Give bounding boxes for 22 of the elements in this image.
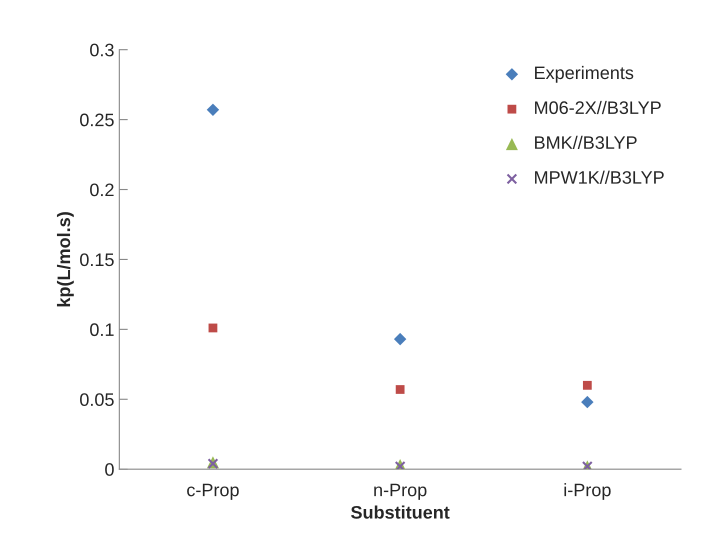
y-axis-title: kp(L/mol.s): [56, 212, 74, 306]
point: [394, 332, 406, 346]
y-tick-label: 0.2: [90, 183, 114, 196]
y-tick-label: 0.05: [80, 393, 114, 406]
y-tick-label: 0.1: [90, 323, 114, 336]
legend-label: Experiments: [535, 66, 634, 83]
legend-label: M06-2X//B3LYP: [535, 100, 661, 114]
x-tick-label: i-Prop: [564, 483, 611, 500]
point: [208, 324, 218, 332]
point: [582, 380, 592, 390]
y-tick-label: 0.25: [80, 114, 114, 126]
y-tick-label: 0: [105, 463, 114, 476]
y-tick-label: 0.3: [90, 44, 114, 56]
legend-label: MPW1K//B3LYP: [535, 170, 664, 184]
point: [581, 396, 594, 408]
point: [396, 385, 405, 394]
x-tick-label: c-Prop: [187, 484, 239, 500]
legend-label: BMK//B3LYP: [535, 136, 637, 149]
y-tick-label: 0.15: [80, 253, 114, 266]
point: [206, 104, 220, 116]
x-axis-title: Substituent: [351, 505, 450, 519]
x-tick-label: n-Prop: [374, 484, 426, 500]
